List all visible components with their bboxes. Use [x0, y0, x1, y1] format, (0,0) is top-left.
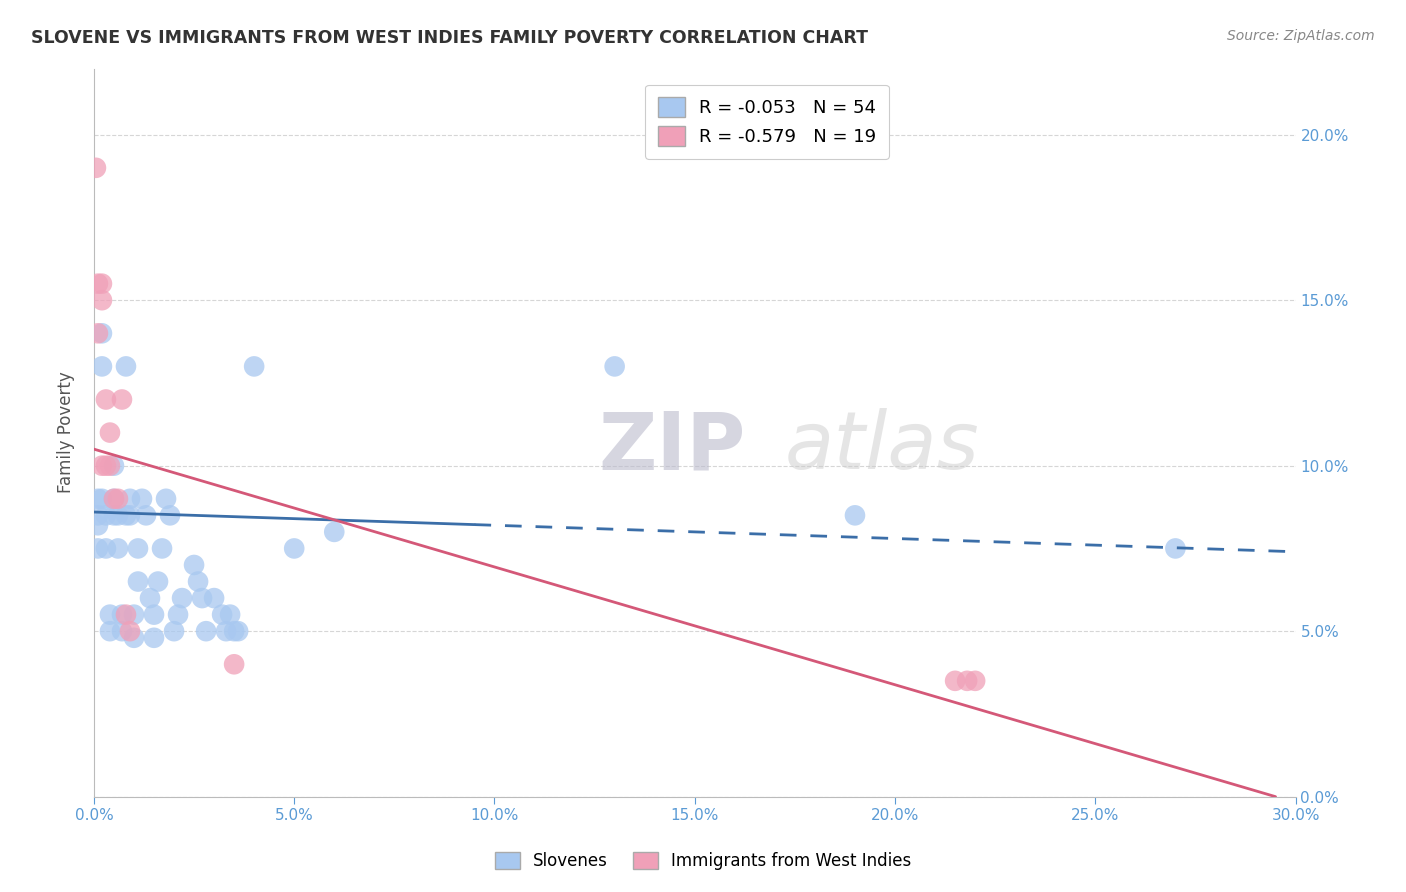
Point [219, 607, 242, 622]
Point [202, 591, 225, 606]
Point [87, 518, 110, 533]
Point [91, 359, 114, 374]
Point [98, 607, 121, 622]
Point [844, 508, 866, 523]
Point [94, 508, 117, 523]
Point [98, 458, 121, 473]
Text: atlas: atlas [785, 409, 980, 486]
Point [91, 277, 114, 291]
Point [224, 624, 246, 639]
Point [91, 326, 114, 341]
Point [170, 591, 193, 606]
Point [118, 491, 141, 506]
Point [163, 624, 186, 639]
Point [87, 326, 110, 341]
Point [94, 458, 117, 473]
Point [98, 624, 121, 639]
Point [127, 541, 149, 556]
Point [956, 673, 979, 688]
Point [111, 392, 134, 407]
Point [159, 508, 181, 523]
Text: ZIP: ZIP [599, 409, 745, 486]
Point [103, 458, 125, 473]
Point [143, 631, 166, 645]
Point [283, 541, 305, 556]
Point [87, 541, 110, 556]
Y-axis label: Family Poverty: Family Poverty [58, 372, 75, 493]
Point [127, 574, 149, 589]
Point [183, 558, 205, 572]
Point [215, 624, 238, 639]
Point [224, 657, 246, 672]
Point [115, 607, 138, 622]
Point [111, 624, 134, 639]
Legend: Slovenes, Immigrants from West Indies: Slovenes, Immigrants from West Indies [488, 845, 918, 877]
Point [107, 508, 129, 523]
Point [243, 359, 266, 374]
Point [103, 491, 125, 506]
Point [211, 607, 233, 622]
Point [167, 607, 190, 622]
Point [103, 491, 125, 506]
Point [107, 541, 129, 556]
Point [146, 574, 169, 589]
Point [87, 491, 110, 506]
Point [143, 607, 166, 622]
Point [118, 508, 141, 523]
Point [965, 673, 987, 688]
Point [98, 425, 121, 440]
Point [139, 591, 162, 606]
Point [103, 508, 125, 523]
Point [115, 359, 138, 374]
Point [943, 673, 966, 688]
Point [115, 508, 138, 523]
Point [226, 624, 249, 639]
Point [191, 591, 214, 606]
Point [122, 631, 145, 645]
Point [91, 491, 114, 506]
Point [94, 541, 117, 556]
Point [1164, 541, 1187, 556]
Point [91, 458, 114, 473]
Point [195, 624, 218, 639]
Point [94, 392, 117, 407]
Point [135, 508, 157, 523]
Point [107, 491, 129, 506]
Point [150, 541, 173, 556]
Point [131, 491, 153, 506]
Point [323, 524, 346, 539]
Point [84, 161, 107, 175]
Point [155, 491, 177, 506]
Point [122, 607, 145, 622]
Point [87, 277, 110, 291]
Text: SLOVENE VS IMMIGRANTS FROM WEST INDIES FAMILY POVERTY CORRELATION CHART: SLOVENE VS IMMIGRANTS FROM WEST INDIES F… [31, 29, 868, 46]
Text: Source: ZipAtlas.com: Source: ZipAtlas.com [1227, 29, 1375, 43]
Point [111, 607, 134, 622]
Point [118, 624, 141, 639]
Point [603, 359, 626, 374]
Point [87, 508, 110, 523]
Legend: R = -0.053   N = 54, R = -0.579   N = 19: R = -0.053 N = 54, R = -0.579 N = 19 [645, 85, 889, 159]
Point [91, 293, 114, 308]
Point [187, 574, 209, 589]
